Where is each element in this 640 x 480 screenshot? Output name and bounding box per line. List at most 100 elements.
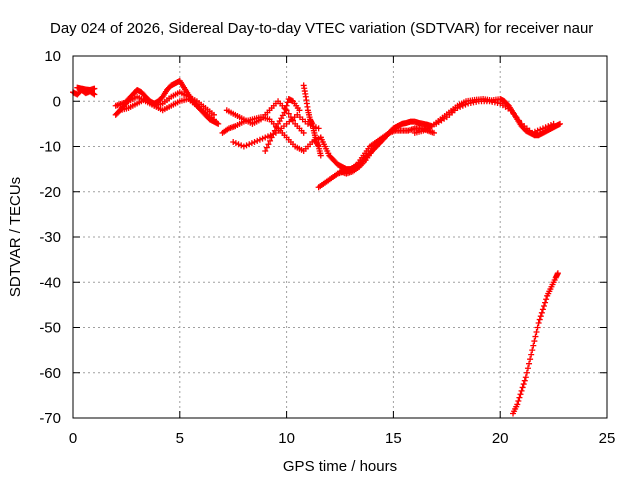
- data-point: [537, 126, 544, 133]
- data-point: [282, 106, 289, 113]
- data-point: [262, 134, 269, 141]
- data-points: [70, 77, 564, 417]
- data-point: [251, 138, 258, 145]
- data-point: [542, 299, 549, 306]
- y-tick-label: -20: [39, 184, 61, 201]
- data-point: [528, 351, 535, 358]
- data-point: [529, 129, 536, 136]
- grid: [73, 56, 607, 418]
- data-point: [535, 319, 542, 326]
- data-point: [513, 114, 520, 121]
- data-point: [91, 85, 98, 92]
- data-point: [517, 391, 524, 398]
- data-point: [259, 135, 266, 142]
- data-point: [246, 141, 253, 148]
- chart-title: Day 024 of 2026, Sidereal Day-to-day VTE…: [50, 20, 593, 37]
- data-point: [263, 144, 270, 151]
- data-point: [514, 401, 521, 408]
- data-point: [281, 109, 288, 116]
- data-point: [256, 136, 263, 143]
- data-point: [264, 133, 271, 140]
- data-point: [547, 122, 554, 129]
- y-tick-labels: 10 0 -10 -20 -30 -40 -50 -60 -70: [39, 48, 61, 427]
- data-point: [268, 134, 275, 141]
- data-point: [534, 127, 541, 134]
- data-point: [524, 365, 531, 372]
- data-point: [515, 398, 522, 405]
- data-point: [285, 110, 292, 117]
- data-point: [539, 125, 546, 132]
- data-point: [240, 143, 247, 150]
- data-point: [235, 141, 242, 148]
- data-point: [521, 377, 528, 384]
- data-point: [522, 374, 529, 381]
- data-point: [254, 137, 261, 144]
- data-point: [518, 387, 525, 394]
- data-point: [290, 117, 297, 124]
- data-point: [530, 342, 537, 349]
- data-point: [515, 117, 522, 124]
- data-point: [215, 120, 222, 127]
- data-point: [534, 324, 541, 331]
- data-point: [531, 338, 538, 345]
- data-point: [459, 102, 466, 109]
- y-tick-label: -50: [39, 320, 61, 337]
- data-point: [210, 116, 217, 123]
- data-point: [312, 124, 319, 131]
- y-axis-label: SDTVAR / TECUs: [7, 177, 24, 297]
- data-point: [520, 381, 527, 388]
- y-tick-label: -30: [39, 229, 61, 246]
- axis-ticks: [72, 55, 608, 419]
- data-point: [267, 137, 274, 144]
- x-tick-label: 20: [492, 430, 509, 447]
- data-point: [230, 138, 237, 145]
- data-point: [273, 124, 280, 131]
- data-point: [545, 123, 552, 130]
- data-point: [262, 148, 269, 155]
- x-tick-label: 5: [176, 430, 184, 447]
- data-point: [232, 140, 239, 147]
- data-point: [516, 394, 523, 401]
- data-point: [300, 129, 307, 136]
- data-point: [532, 333, 539, 340]
- x-axis-label: GPS time / hours: [283, 458, 397, 475]
- data-point: [529, 347, 536, 354]
- data-point: [523, 369, 530, 376]
- data-point: [510, 110, 517, 117]
- data-point: [462, 101, 469, 108]
- data-point: [430, 129, 437, 136]
- data-point: [317, 152, 324, 159]
- data-point: [526, 360, 533, 367]
- data-point: [507, 107, 514, 114]
- x-tick-labels: 0 5 10 15 20 25: [69, 430, 616, 447]
- y-tick-label: -70: [39, 410, 61, 427]
- y-tick-label: -10: [39, 139, 61, 156]
- data-point: [536, 316, 543, 323]
- data-point: [537, 313, 544, 320]
- data-point: [554, 270, 561, 277]
- data-point: [540, 303, 547, 310]
- data-point: [238, 142, 245, 149]
- data-point: [531, 128, 538, 135]
- x-tick-label: 25: [599, 430, 616, 447]
- data-point: [243, 142, 250, 149]
- x-tick-label: 10: [278, 430, 295, 447]
- data-point: [296, 107, 303, 114]
- data-point: [550, 120, 557, 127]
- data-point: [527, 356, 534, 363]
- x-tick-label: 15: [385, 430, 402, 447]
- data-point: [538, 309, 545, 316]
- data-point: [557, 120, 564, 127]
- data-point: [454, 105, 461, 112]
- data-point: [394, 123, 401, 130]
- data-point: [542, 124, 549, 131]
- data-point: [315, 125, 322, 132]
- data-point: [533, 329, 540, 336]
- data-point: [91, 91, 98, 98]
- y-tick-label: 10: [44, 48, 61, 65]
- y-tick-label: -60: [39, 365, 61, 382]
- y-tick-label: 0: [53, 93, 61, 110]
- x-tick-label: 0: [69, 430, 77, 447]
- data-point: [519, 384, 526, 391]
